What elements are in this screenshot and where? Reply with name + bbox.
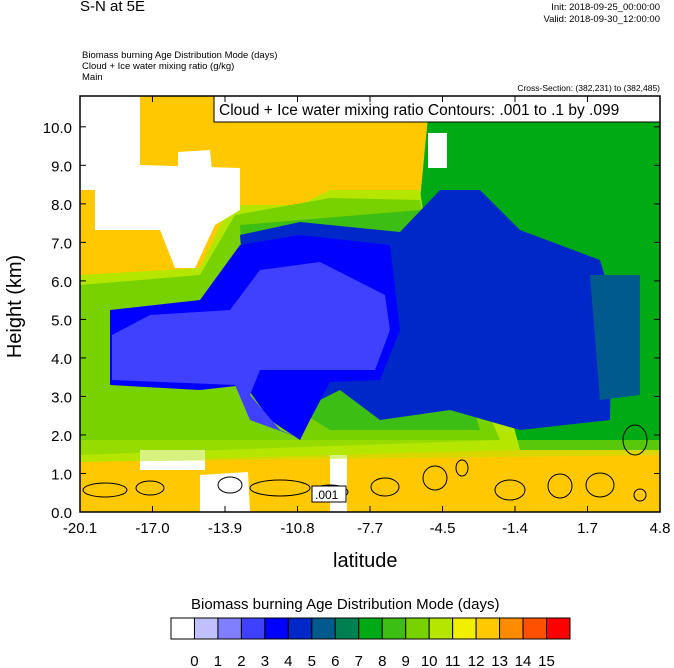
field-shading xyxy=(80,96,660,512)
colorbar-label: 5 xyxy=(308,653,316,668)
colorbar-title: Biomass burning Age Distribution Mode (d… xyxy=(191,596,500,613)
colorbar-swatch xyxy=(311,617,336,640)
x-tick-label: -17.0 xyxy=(135,520,169,537)
x-tick-label: -7.7 xyxy=(357,520,383,537)
colorbar-swatch xyxy=(452,617,477,640)
y-axis-label: Height (km) xyxy=(4,254,27,359)
y-tick-label: 0.0 xyxy=(51,505,72,522)
y-tick-label: 9.0 xyxy=(51,158,72,175)
y-tick-label: 3.0 xyxy=(51,389,72,406)
colorbar-swatch xyxy=(358,617,383,640)
field-white-2 xyxy=(178,150,212,170)
valid-time: Valid: 2018-09-30_12:00:00 xyxy=(543,14,660,25)
colorbar-swatch xyxy=(240,617,266,640)
x-tick-label: 4.8 xyxy=(650,520,671,537)
y-tick-label: 5.0 xyxy=(51,312,72,329)
colorbar-label: 14 xyxy=(515,653,532,668)
cross-section-label: Cross-Section: (382,231) to (382,485) xyxy=(517,83,660,93)
y-tick-label: 6.0 xyxy=(51,274,72,291)
field-green-band xyxy=(80,440,660,462)
field-2: Cloud + Ice water mixing ratio (g/kg) xyxy=(82,61,235,72)
colorbar-label: 11 xyxy=(445,653,461,668)
colorbar-label: 2 xyxy=(237,653,245,668)
field-3: Main xyxy=(82,72,103,83)
colorbar-swatch xyxy=(499,617,524,640)
colorbar-label: 1 xyxy=(214,653,222,668)
contour-label: .001 xyxy=(315,488,339,502)
x-tick-label: -4.5 xyxy=(430,520,456,537)
y-tick-label: 1.0 xyxy=(51,466,72,483)
init-time: Init: 2018-09-25_00:00:00 xyxy=(551,2,660,13)
field-1: Biomass burning Age Distribution Mode (d… xyxy=(82,50,278,61)
x-tick-label: -1.4 xyxy=(502,520,528,537)
x-tick-label: -13.9 xyxy=(208,520,242,537)
colorbar-swatch xyxy=(475,617,501,640)
colorbar-label: 8 xyxy=(378,653,386,668)
colorbar-swatch xyxy=(405,617,430,640)
colorbar-label: 7 xyxy=(355,653,363,668)
colorbar-label: 10 xyxy=(421,653,438,668)
field-white-6 xyxy=(330,455,347,512)
colorbar-swatch xyxy=(217,617,242,640)
contour-title: Cloud + Ice water mixing ratio Contours:… xyxy=(219,102,619,119)
field-teal xyxy=(590,275,640,400)
colorbar-swatch xyxy=(193,617,219,640)
y-tick-label: 8.0 xyxy=(51,197,72,214)
field-white-1 xyxy=(80,96,240,268)
y-tick-label: 2.0 xyxy=(51,428,72,445)
x-tick-label: -10.8 xyxy=(280,520,314,537)
colorbar-swatch xyxy=(334,617,360,640)
time-info: Init: 2018-09-25_00:00:00 Valid: 2018-09-… xyxy=(543,2,660,26)
colorbar-label: 15 xyxy=(538,653,555,668)
contour-title-box xyxy=(213,95,661,123)
x-tick-label: -20.1 xyxy=(63,520,97,537)
x-axis-label: latitude xyxy=(333,550,398,572)
colorbar-label: 4 xyxy=(284,653,292,668)
y-tick-label: 4.0 xyxy=(51,351,72,368)
colorbar-swatch xyxy=(428,617,454,640)
contour-label-box xyxy=(311,485,347,503)
field-white-3 xyxy=(428,133,447,168)
field-blue-medium xyxy=(112,262,390,438)
field-list: Biomass burning Age Distribution Mode (d… xyxy=(82,50,277,83)
axes: 0.0 1.0 2.0 3.0 4.0 5.0 6.0 7.0 8.0 9.0 10.0 -20.1 -… xyxy=(43,96,671,537)
colorbar-swatch xyxy=(287,617,313,640)
y-tick-label: 7.0 xyxy=(51,235,72,252)
colorbar: 0 1 2 3 4 5 6 7 8 9 10 11 12 13 14 15 xyxy=(170,617,571,668)
colorbar-label: 12 xyxy=(468,653,485,668)
colorbar-swatch xyxy=(264,617,289,640)
y-tick-label: 10.0 xyxy=(43,120,72,137)
colorbar-swatch xyxy=(170,617,195,640)
cloud-contours xyxy=(82,424,648,502)
plot-title: S-N at 5E xyxy=(80,0,146,15)
x-tick-label: 1.7 xyxy=(577,520,598,537)
colorbar-label: 13 xyxy=(491,653,508,668)
colorbar-swatch xyxy=(381,617,407,640)
colorbar-swatch xyxy=(522,617,548,640)
colorbar-label: 6 xyxy=(331,653,339,668)
colorbar-label: 3 xyxy=(261,653,269,668)
colorbar-label: 9 xyxy=(402,653,410,668)
colorbar-label: 0 xyxy=(190,653,198,668)
colorbar-swatch xyxy=(546,617,571,640)
